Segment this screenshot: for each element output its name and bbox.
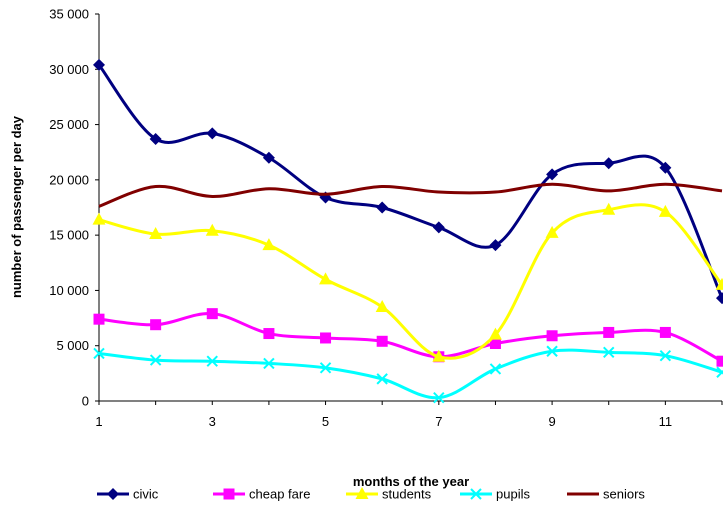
series-lines (92, 58, 723, 404)
data-point-students (205, 223, 219, 236)
series-line-pupils (98, 348, 723, 400)
data-point-civic (546, 168, 559, 181)
series-students (92, 202, 723, 362)
y-tick-label: 5 000 (56, 338, 89, 353)
y-tick-label: 20 000 (49, 172, 89, 187)
data-point-students (715, 277, 723, 290)
data-point-students (658, 204, 672, 217)
data-point-pupils (603, 346, 615, 359)
y-tick-labels: 0 5 000 10 000 15 000 20 000 25 000 30 000 35 0… (49, 7, 89, 409)
data-point-pupils (376, 373, 388, 385)
data-point-students (92, 212, 106, 225)
axes (95, 13, 723, 405)
x-tick-label: 1 (95, 414, 102, 429)
data-point-civic (432, 221, 445, 234)
x-tick-label: 9 (548, 414, 555, 429)
data-point-pupils (659, 349, 672, 362)
data-point-pupils (716, 366, 723, 378)
x-tick-label: 11 (659, 414, 673, 429)
x-tick-label: 3 (209, 414, 216, 429)
data-point-pupils (93, 347, 105, 360)
data-point-civic (602, 157, 615, 170)
y-axis-title: number of passenger per day (9, 115, 24, 298)
legend-marker (470, 488, 482, 500)
data-point-cheap-fare (489, 338, 501, 350)
data-point-pupils (206, 355, 218, 367)
y-tick-label: 30 000 (49, 62, 89, 77)
data-point-civic (659, 161, 672, 174)
legend-item-seniors: seniors (567, 487, 645, 502)
data-point-cheap-fare (206, 308, 218, 320)
data-point-civic (262, 151, 275, 164)
legend-label: cheap fare (249, 487, 310, 502)
series-line-seniors (98, 182, 723, 208)
legend-marker (223, 488, 235, 500)
data-point-students (375, 300, 389, 313)
data-point-cheap-fare (93, 313, 105, 325)
data-point-cheap-fare (716, 355, 723, 367)
data-point-civic (376, 201, 389, 214)
y-tick-label: 0 (82, 394, 89, 409)
data-point-students (319, 272, 333, 285)
legend-label: students (382, 487, 432, 502)
x-tick-labels: 1 3 5 7 9 11 (95, 414, 672, 429)
data-point-pupils (433, 391, 445, 404)
data-point-students (149, 227, 163, 240)
legend: civic cheap fare students pupils seniors (97, 487, 645, 502)
data-point-civic (149, 132, 162, 145)
data-point-students (432, 349, 446, 362)
y-tick-label: 35 000 (49, 7, 89, 22)
series-seniors (98, 182, 723, 208)
x-axis-title: months of the year (353, 474, 469, 489)
legend-item-pupils: pupils (460, 487, 530, 502)
data-point-cheap-fare (659, 326, 671, 338)
data-point-students (262, 238, 276, 251)
legend-item-civic: civic (97, 487, 159, 502)
series-line-students (98, 203, 723, 360)
y-tick-label: 25 000 (49, 117, 89, 132)
data-point-cheap-fare (376, 335, 388, 347)
data-point-pupils (489, 363, 502, 375)
legend-marker (107, 488, 119, 500)
series-cheap-fare (93, 308, 723, 367)
data-point-students (488, 327, 502, 340)
series-line-civic (97, 63, 723, 299)
data-point-cheap-fare (603, 326, 615, 338)
data-point-pupils (149, 354, 162, 366)
data-point-pupils (546, 345, 558, 357)
data-point-pupils (319, 362, 332, 374)
data-point-civic (93, 58, 105, 71)
legend-marker (355, 487, 369, 499)
data-point-civic (489, 239, 502, 252)
data-point-pupils (263, 357, 275, 370)
legend-item-cheap-fare: cheap fare (213, 487, 310, 502)
legend-label: pupils (496, 487, 530, 502)
x-tick-label: 7 (435, 414, 442, 429)
data-point-students (545, 225, 559, 238)
data-point-cheap-fare (263, 328, 275, 340)
data-point-cheap-fare (546, 330, 558, 342)
legend-label: civic (133, 487, 159, 502)
series-pupils (93, 345, 723, 404)
data-point-civic (716, 292, 723, 305)
y-tick-label: 15 000 (49, 228, 89, 243)
x-tick-label: 5 (322, 414, 329, 429)
series-civic (93, 58, 723, 305)
data-point-students (602, 202, 616, 215)
data-point-cheap-fare (150, 319, 162, 331)
y-tick-label: 10 000 (49, 283, 89, 298)
data-point-civic (206, 127, 219, 140)
data-point-cheap-fare (320, 332, 332, 344)
legend-item-students: students (346, 487, 432, 502)
legend-label: seniors (603, 487, 645, 502)
